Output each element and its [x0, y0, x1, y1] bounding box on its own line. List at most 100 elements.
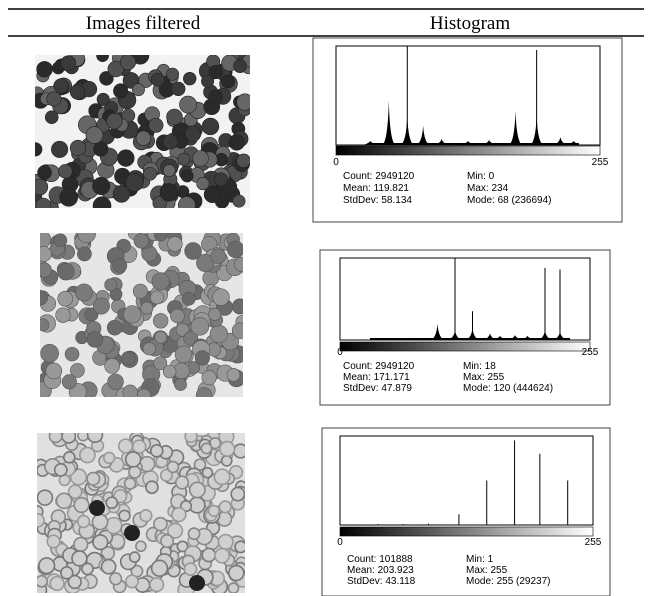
cell [210, 248, 227, 264]
cell [124, 451, 142, 468]
cell [149, 577, 165, 593]
cell [112, 258, 128, 273]
cell [38, 557, 56, 575]
cell [178, 196, 196, 208]
cell [69, 139, 86, 157]
axis-label: 255 [592, 157, 609, 168]
cell [208, 65, 223, 80]
cell [37, 489, 54, 506]
cell [194, 350, 210, 366]
cell [167, 236, 183, 252]
cell [139, 509, 153, 523]
cell [67, 574, 82, 590]
cell [154, 330, 168, 344]
cell [77, 433, 90, 442]
stat: Max: 234 [467, 183, 509, 194]
cell [36, 61, 53, 78]
cell [227, 582, 240, 593]
cell [99, 71, 114, 86]
gradient-bar [339, 341, 591, 352]
cell [113, 83, 129, 99]
cell [48, 433, 63, 444]
axis-label: 0 [337, 347, 343, 358]
cell [153, 233, 168, 242]
cell [162, 364, 177, 379]
histogram-peak [508, 110, 523, 145]
cell [176, 540, 189, 553]
cell [85, 126, 104, 144]
cell [149, 444, 164, 458]
cell [196, 177, 210, 191]
cell [49, 575, 65, 592]
cell [188, 481, 206, 499]
cell [187, 527, 201, 541]
cell [123, 305, 142, 324]
stat: Max: 255 [463, 372, 505, 383]
cell [61, 374, 77, 390]
cell [124, 574, 139, 589]
cell [118, 438, 134, 454]
cell [202, 269, 220, 287]
cell [40, 233, 52, 248]
stat: Count: 2949120 [343, 361, 415, 372]
cell [159, 183, 179, 202]
cell [58, 164, 73, 179]
cell [67, 484, 83, 499]
gradient-bar [335, 145, 601, 156]
cell [150, 559, 169, 577]
cell [162, 134, 179, 150]
cell [220, 454, 233, 467]
cell [160, 534, 175, 549]
cell [51, 140, 69, 158]
histogram-peak [553, 137, 568, 145]
cell [40, 290, 48, 306]
cell [40, 318, 50, 332]
cell [159, 468, 174, 482]
cells [37, 433, 245, 593]
cell [37, 513, 45, 528]
cell [181, 291, 196, 306]
dark-cell [189, 575, 205, 591]
cell [35, 178, 49, 196]
cell [201, 370, 217, 386]
stat: Count: 101888 [347, 554, 413, 565]
cell [174, 378, 187, 391]
gradient-bar [339, 526, 594, 537]
cell [102, 451, 116, 465]
cell [53, 78, 69, 94]
cell [227, 240, 243, 259]
cell [100, 558, 117, 575]
stat: Min: 18 [463, 361, 496, 372]
cell [190, 317, 210, 336]
plot-frame [339, 435, 594, 526]
cell [236, 153, 250, 168]
cell [117, 149, 135, 167]
cell [122, 384, 138, 397]
stat: Count: 2949120 [343, 171, 415, 182]
cell [93, 141, 109, 157]
cell [217, 533, 234, 550]
cell [219, 440, 236, 458]
cell [131, 83, 145, 97]
axis-label: 0 [337, 537, 343, 548]
cell [153, 356, 168, 371]
axis-label: 0 [333, 157, 339, 168]
cell [106, 319, 123, 336]
cell [121, 351, 136, 366]
cell [123, 477, 137, 490]
cell [73, 496, 90, 514]
cell [44, 110, 59, 125]
cell [208, 89, 223, 105]
cell [221, 74, 235, 89]
cell [109, 572, 123, 586]
cell [226, 368, 241, 382]
cell [35, 142, 43, 157]
cell [170, 308, 185, 324]
cell [76, 514, 91, 529]
cell [92, 534, 109, 551]
cell [104, 358, 120, 374]
cell [128, 551, 141, 563]
plot-frame [335, 45, 601, 146]
stat: Min: 1 [466, 554, 494, 565]
cell [179, 95, 197, 114]
